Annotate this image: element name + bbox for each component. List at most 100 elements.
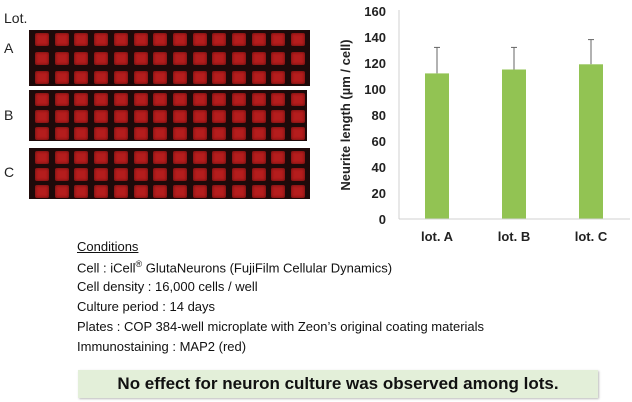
well [192,185,207,198]
lot-header: Lot. [4,10,28,26]
well [271,151,286,164]
well [212,151,227,164]
well [153,52,168,65]
well [35,151,49,164]
well [212,52,227,65]
well [271,71,286,84]
well [251,110,266,123]
well [153,110,168,123]
well [172,33,187,46]
well [172,110,187,123]
condition-cell: Cell : iCell® GlutaNeurons (FujiFilm Cel… [77,259,392,275]
y-tick-label: 60 [372,134,386,149]
well [74,151,89,164]
condition-density: Cell density : 16,000 cells / well [77,279,258,294]
well [94,71,109,84]
well [232,110,246,123]
well [133,52,148,65]
y-axis-label: Neurite length (µm / cell) [338,39,353,190]
cell-prefix: Cell : iCell [77,260,136,276]
well [232,93,246,106]
well [251,185,266,198]
well [74,52,89,65]
well [94,93,109,106]
well [35,52,49,65]
well [192,127,207,140]
plate-label-c: C [4,164,15,180]
well [74,110,89,123]
y-tick-label: 0 [379,212,386,227]
condition-period: Culture period : 14 days [77,299,216,314]
well [291,127,306,140]
well [35,110,49,123]
registered-mark: ® [135,259,143,269]
well [94,110,109,123]
well [212,33,227,46]
well [172,127,187,140]
well [133,71,148,84]
well [94,151,109,164]
well [212,185,227,198]
well [153,168,168,181]
plate-image-c [29,148,310,199]
well [271,93,286,106]
bar [425,73,449,220]
well [192,52,207,65]
well [153,151,168,164]
cell-suffix: GlutaNeurons (FujiFilm Cellular Dynamics… [142,260,393,276]
well [113,71,128,84]
well [291,71,306,84]
well [153,185,168,198]
plate-image-b [29,90,307,141]
well [35,33,49,46]
well [74,71,89,84]
y-tick-label: 20 [372,186,386,201]
x-tick-label: lot. B [498,229,531,244]
well [232,71,246,84]
well [192,110,207,123]
well [251,71,266,84]
well [153,93,168,106]
well [54,151,69,164]
well [172,168,187,181]
conditions-title: Conditions [77,239,139,254]
well [251,151,266,164]
well [113,168,128,181]
well [94,33,109,46]
well [54,71,69,84]
well [54,52,69,65]
well [74,185,89,198]
well [251,33,266,46]
well [133,168,148,181]
well [212,93,227,106]
well [94,52,109,65]
well [271,33,286,46]
well [153,33,168,46]
well [94,168,109,181]
well [35,71,49,84]
well [172,93,187,106]
conclusion-banner: No effect for neuron culture was observe… [78,370,598,398]
well [251,93,266,106]
plate-label-a: A [4,40,14,56]
well [192,33,207,46]
well [54,110,69,123]
bar-chart: Neurite length (µm / cell) 0 20 40 60 80 100 1… [338,4,630,244]
well [94,127,109,140]
well [113,151,128,164]
well [35,93,49,106]
well [133,151,148,164]
well [74,127,89,140]
well [133,185,148,198]
well [192,93,207,106]
well [271,185,286,198]
well [113,110,128,123]
well [291,52,306,65]
well [133,110,148,123]
condition-plates: Plates : COP 384-well microplate with Ze… [77,319,485,334]
plate-image-a [29,30,310,86]
well [172,185,187,198]
well [251,52,266,65]
well [271,110,286,123]
well [35,185,49,198]
